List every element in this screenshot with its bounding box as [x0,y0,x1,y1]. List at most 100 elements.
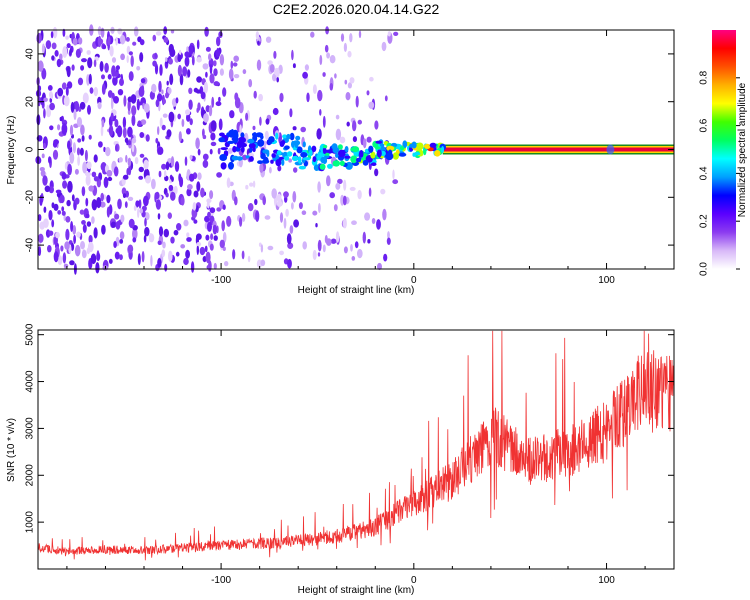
noise-blob [65,216,71,223]
noise-blob [248,79,253,88]
signal-blob [337,144,343,150]
noise-blob [374,168,379,177]
colorbar-ticks: 0.0 0.2 0.4 0.6 0.8 [699,70,740,276]
noise-blob [120,53,125,61]
noise-blob [101,74,105,80]
x-tick-label: -100 [211,575,231,586]
noise-blob [180,244,186,249]
signal-blob [350,155,358,164]
noise-blob [154,192,157,203]
noise-blob [181,118,185,128]
noise-blob [200,91,206,100]
noise-blob [351,220,357,225]
noise-blob [144,217,147,227]
noise-blob [88,234,93,244]
noise-blob [367,239,371,244]
noise-blob [91,199,98,211]
noise-blob [139,52,144,63]
noise-blob [115,127,121,134]
noise-blob [215,49,221,58]
signal-blob [375,140,383,144]
noise-blob [358,30,362,39]
noise-blob [219,54,225,66]
noise-blob [51,42,57,50]
x-tick-label: 0 [411,275,417,286]
noise-blob [144,226,150,237]
noise-blob [207,221,212,232]
noise-blob [347,82,352,89]
noise-blob [66,43,71,49]
noise-blob [132,237,137,243]
noise-blob [50,31,54,39]
noise-blob [185,109,191,116]
signal-blob [238,136,247,144]
y-tick-label: -40 [25,237,36,252]
noise-blob [125,37,130,42]
noise-blob [216,207,222,212]
noise-blob [145,175,151,184]
noise-blob [35,156,42,164]
noise-blob [52,140,58,148]
noise-blob [161,163,167,170]
noise-blob [312,84,317,94]
noise-blob [317,181,321,193]
noise-blob [136,98,140,111]
noise-blob [61,123,68,135]
noise-blob [170,191,176,201]
noise-blob [87,104,91,115]
noise-blob [79,147,84,156]
noise-blob [252,180,256,188]
signal-blob [298,165,306,170]
noise-blob [57,210,62,215]
noise-blob [72,37,78,46]
noise-blob [286,233,292,245]
colorbar-tick-label: 0.2 [699,214,710,228]
noise-blob [76,231,81,238]
noise-blob [100,192,104,202]
noise-blob [380,188,386,195]
noise-blob [77,155,80,166]
noise-blob [119,231,125,240]
chart-title: C2E2.2026.020.04.14.G22 [273,1,440,17]
noise-blob [127,99,131,112]
noise-blob [38,100,41,107]
noise-blob [168,184,174,192]
signal-blob [291,155,299,162]
noise-blob [43,206,47,213]
noise-blob [149,90,155,100]
snr-y-ticks: 1000 2000 3000 4000 5000 [25,323,674,533]
noise-blob [335,182,341,190]
noise-blob [199,246,206,256]
noise-blob [188,99,193,110]
noise-blob [209,190,214,200]
signal-blob [312,156,317,163]
noise-blob [157,213,161,220]
noise-blob [49,102,55,111]
noise-blob [232,62,238,67]
noise-blob [141,251,145,263]
signal-blob [282,134,288,139]
x-tick-label: -100 [211,275,231,286]
noise-blob [91,216,95,224]
noise-blob [216,172,223,178]
noise-blob [322,72,326,77]
signal-blob [344,146,349,153]
noise-blob [141,205,147,212]
noise-blob [110,112,114,121]
noise-blob [178,173,182,183]
noise-blob [137,120,142,127]
noise-blob [218,31,223,38]
noise-blob [202,128,205,138]
noise-blob [222,231,227,243]
noise-blob [41,43,45,54]
noise-blob [339,136,346,144]
colorbar-label: Normalized spectral amplitude [737,82,748,217]
noise-blob [106,169,113,177]
signal-blob [248,156,254,162]
noise-blob [195,89,202,94]
noise-blob [59,53,63,61]
signal-blob [376,149,382,158]
signal-blob [219,154,228,161]
signal-blob [398,152,407,157]
noise-blob [392,179,399,185]
